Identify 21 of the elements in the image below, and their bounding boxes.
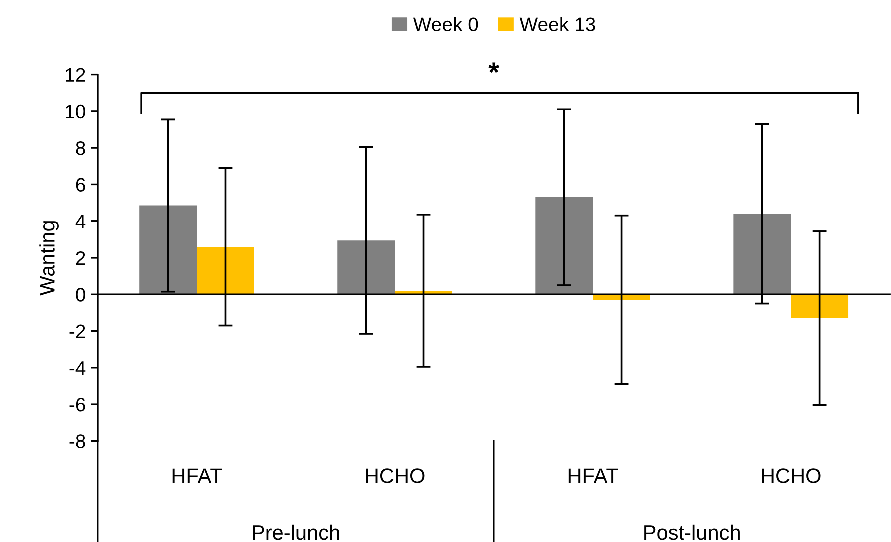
y-tick-label: -8	[70, 434, 86, 448]
legend-label: Week 0	[413, 17, 478, 32]
x-tick-label: HCHO	[762, 468, 821, 484]
y-tick-label: 6	[76, 178, 86, 192]
x-tick-label: HCHO	[366, 468, 425, 484]
y-tick-label: -2	[70, 324, 86, 338]
text: Post-lunch	[644, 524, 740, 540]
y-axis-title: Wanting	[40, 222, 60, 296]
y-tick-label: 0	[76, 288, 86, 302]
y-tick-label: 8	[76, 142, 86, 156]
y-tick-label: 4	[76, 215, 86, 228]
legend-label: Week 13	[520, 17, 596, 32]
x-tick-label: HFAT	[568, 468, 618, 484]
x-tick-label: HFAT	[172, 468, 222, 484]
y-tick-label: 10	[66, 104, 86, 119]
y-tick-label: 2	[76, 251, 86, 266]
y-tick-label: 12	[66, 68, 86, 82]
y-tick-label: -4	[70, 362, 86, 375]
text: *	[488, 62, 500, 74]
y-tick-label: -6	[70, 398, 86, 412]
text: Pre-lunch	[253, 524, 340, 540]
